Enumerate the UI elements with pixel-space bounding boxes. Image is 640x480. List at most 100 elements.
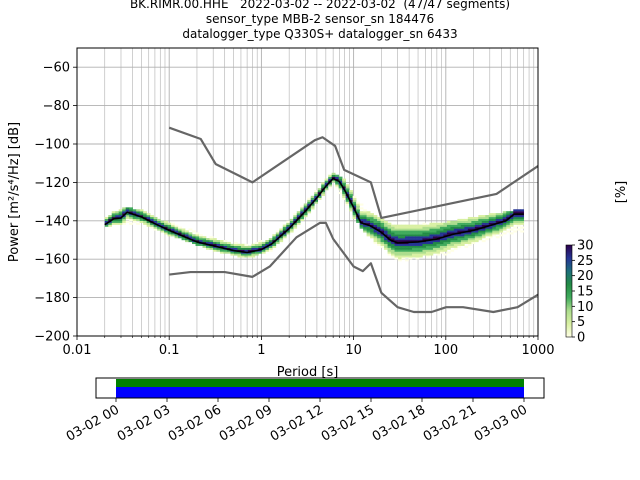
psd-density-cell <box>391 245 395 248</box>
psd-density-cell <box>439 245 444 248</box>
psd-density-cell <box>352 213 357 216</box>
psd-density-cell <box>237 255 242 258</box>
psd-density-cell <box>122 207 127 210</box>
psd-density-cell <box>380 226 385 229</box>
psd-density-cell <box>453 228 458 231</box>
x-tick-label: 100 <box>433 343 458 358</box>
psd-density-cell <box>436 241 441 245</box>
psd-density-cell <box>460 238 465 241</box>
psd-density-cell <box>188 236 193 239</box>
psd-density-cell <box>520 215 525 218</box>
psd-density-cell <box>233 253 238 256</box>
psd-density-cell <box>391 226 395 229</box>
psd-density-cell <box>436 230 441 233</box>
psd-density-cell <box>446 251 451 254</box>
psd-density-cell <box>446 226 451 229</box>
psd-density-cell <box>174 228 179 231</box>
psd-density-cell <box>307 199 312 202</box>
time-tick-label: 03-03 00 <box>472 402 530 444</box>
psd-density-cell <box>422 238 427 241</box>
psd-density-cell <box>185 234 189 237</box>
psd-density-cell <box>146 220 151 223</box>
psd-density-cell <box>506 211 511 214</box>
psd-density-cell <box>251 243 256 246</box>
psd-density-cell <box>370 230 374 233</box>
psd-density-cell <box>415 240 420 243</box>
psd-density-cell <box>111 211 116 214</box>
psd-density-cell <box>471 226 476 229</box>
psd-density-cell <box>387 245 392 248</box>
psd-density-cell <box>471 230 476 233</box>
psd-density-cell <box>408 247 413 250</box>
psd-density-cell <box>408 238 413 241</box>
psd-density-cell <box>450 232 455 235</box>
psd-density-cell <box>366 220 371 223</box>
psd-density-cell <box>212 238 217 241</box>
psd-density-cell <box>356 213 360 216</box>
psd-density-cell <box>453 230 458 233</box>
psd-density-cell <box>265 243 270 246</box>
psd-density-cell <box>439 251 444 254</box>
psd-density-cell <box>212 249 217 252</box>
psd-density-cell <box>485 216 490 220</box>
psd-density-cell <box>363 218 367 221</box>
psd-density-cell <box>247 255 252 258</box>
psd-density-cell <box>209 241 214 245</box>
psd-density-cell <box>485 215 490 218</box>
psd-density-cell <box>460 226 465 229</box>
psd-density-cell <box>380 230 385 233</box>
psd-density-cell <box>457 222 462 225</box>
psd-density-cell <box>450 245 455 248</box>
psd-density-cell <box>446 241 451 245</box>
psd-density-cell <box>335 184 339 187</box>
psd-density-cell <box>443 245 448 248</box>
psd-density-cell <box>495 218 500 221</box>
colorbar-tick-label: 0 <box>577 331 585 346</box>
psd-density-cell <box>321 190 326 193</box>
psd-density-cell <box>146 215 151 218</box>
psd-density-cell <box>321 182 326 185</box>
psd-density-cell <box>146 224 151 227</box>
psd-density-cell <box>467 241 472 245</box>
psd-density-cell <box>258 241 263 245</box>
psd-density-cell <box>474 230 479 233</box>
psd-density-cell <box>408 228 413 231</box>
psd-density-cell <box>125 209 130 212</box>
psd-density-cell <box>373 238 378 241</box>
psd-density-cell <box>359 216 364 220</box>
psd-density-cell <box>293 213 298 216</box>
psd-density-cell <box>373 241 378 245</box>
psd-density-cell <box>394 232 399 235</box>
psd-density-cell <box>387 249 392 252</box>
psd-density-cell <box>411 236 416 239</box>
psd-density-cell <box>415 226 420 229</box>
psd-density-cell <box>405 224 409 227</box>
psd-density-cell <box>432 230 437 233</box>
psd-density-cell <box>111 220 116 223</box>
psd-density-cell <box>244 245 249 248</box>
psd-density-cell <box>509 228 514 231</box>
psd-density-cell <box>471 222 476 225</box>
psd-density-cell <box>425 234 430 237</box>
psd-density-cell <box>206 247 210 250</box>
psd-density-cell <box>286 220 291 223</box>
psd-density-cell <box>418 253 423 256</box>
psd-density-cell <box>481 222 486 225</box>
psd-density-cell <box>520 218 525 221</box>
psd-density-cell <box>363 215 367 218</box>
psd-density-cell <box>436 247 441 250</box>
psd-density-cell <box>520 230 525 233</box>
psd-density-cell <box>408 243 413 246</box>
psd-density-cell <box>178 232 182 235</box>
psd-density-cell <box>342 192 346 195</box>
psd-density-cell <box>499 216 504 220</box>
psd-density-cell <box>157 222 161 225</box>
psd-density-cell <box>474 232 479 235</box>
psd-density-cell <box>129 207 133 210</box>
psd-density-cell <box>467 238 472 241</box>
psd-density-cell <box>181 234 186 237</box>
psd-density-cell <box>380 238 385 241</box>
psd-density-cell <box>139 213 144 216</box>
psd-density-cell <box>342 178 346 181</box>
psd-density-cell <box>384 243 388 246</box>
